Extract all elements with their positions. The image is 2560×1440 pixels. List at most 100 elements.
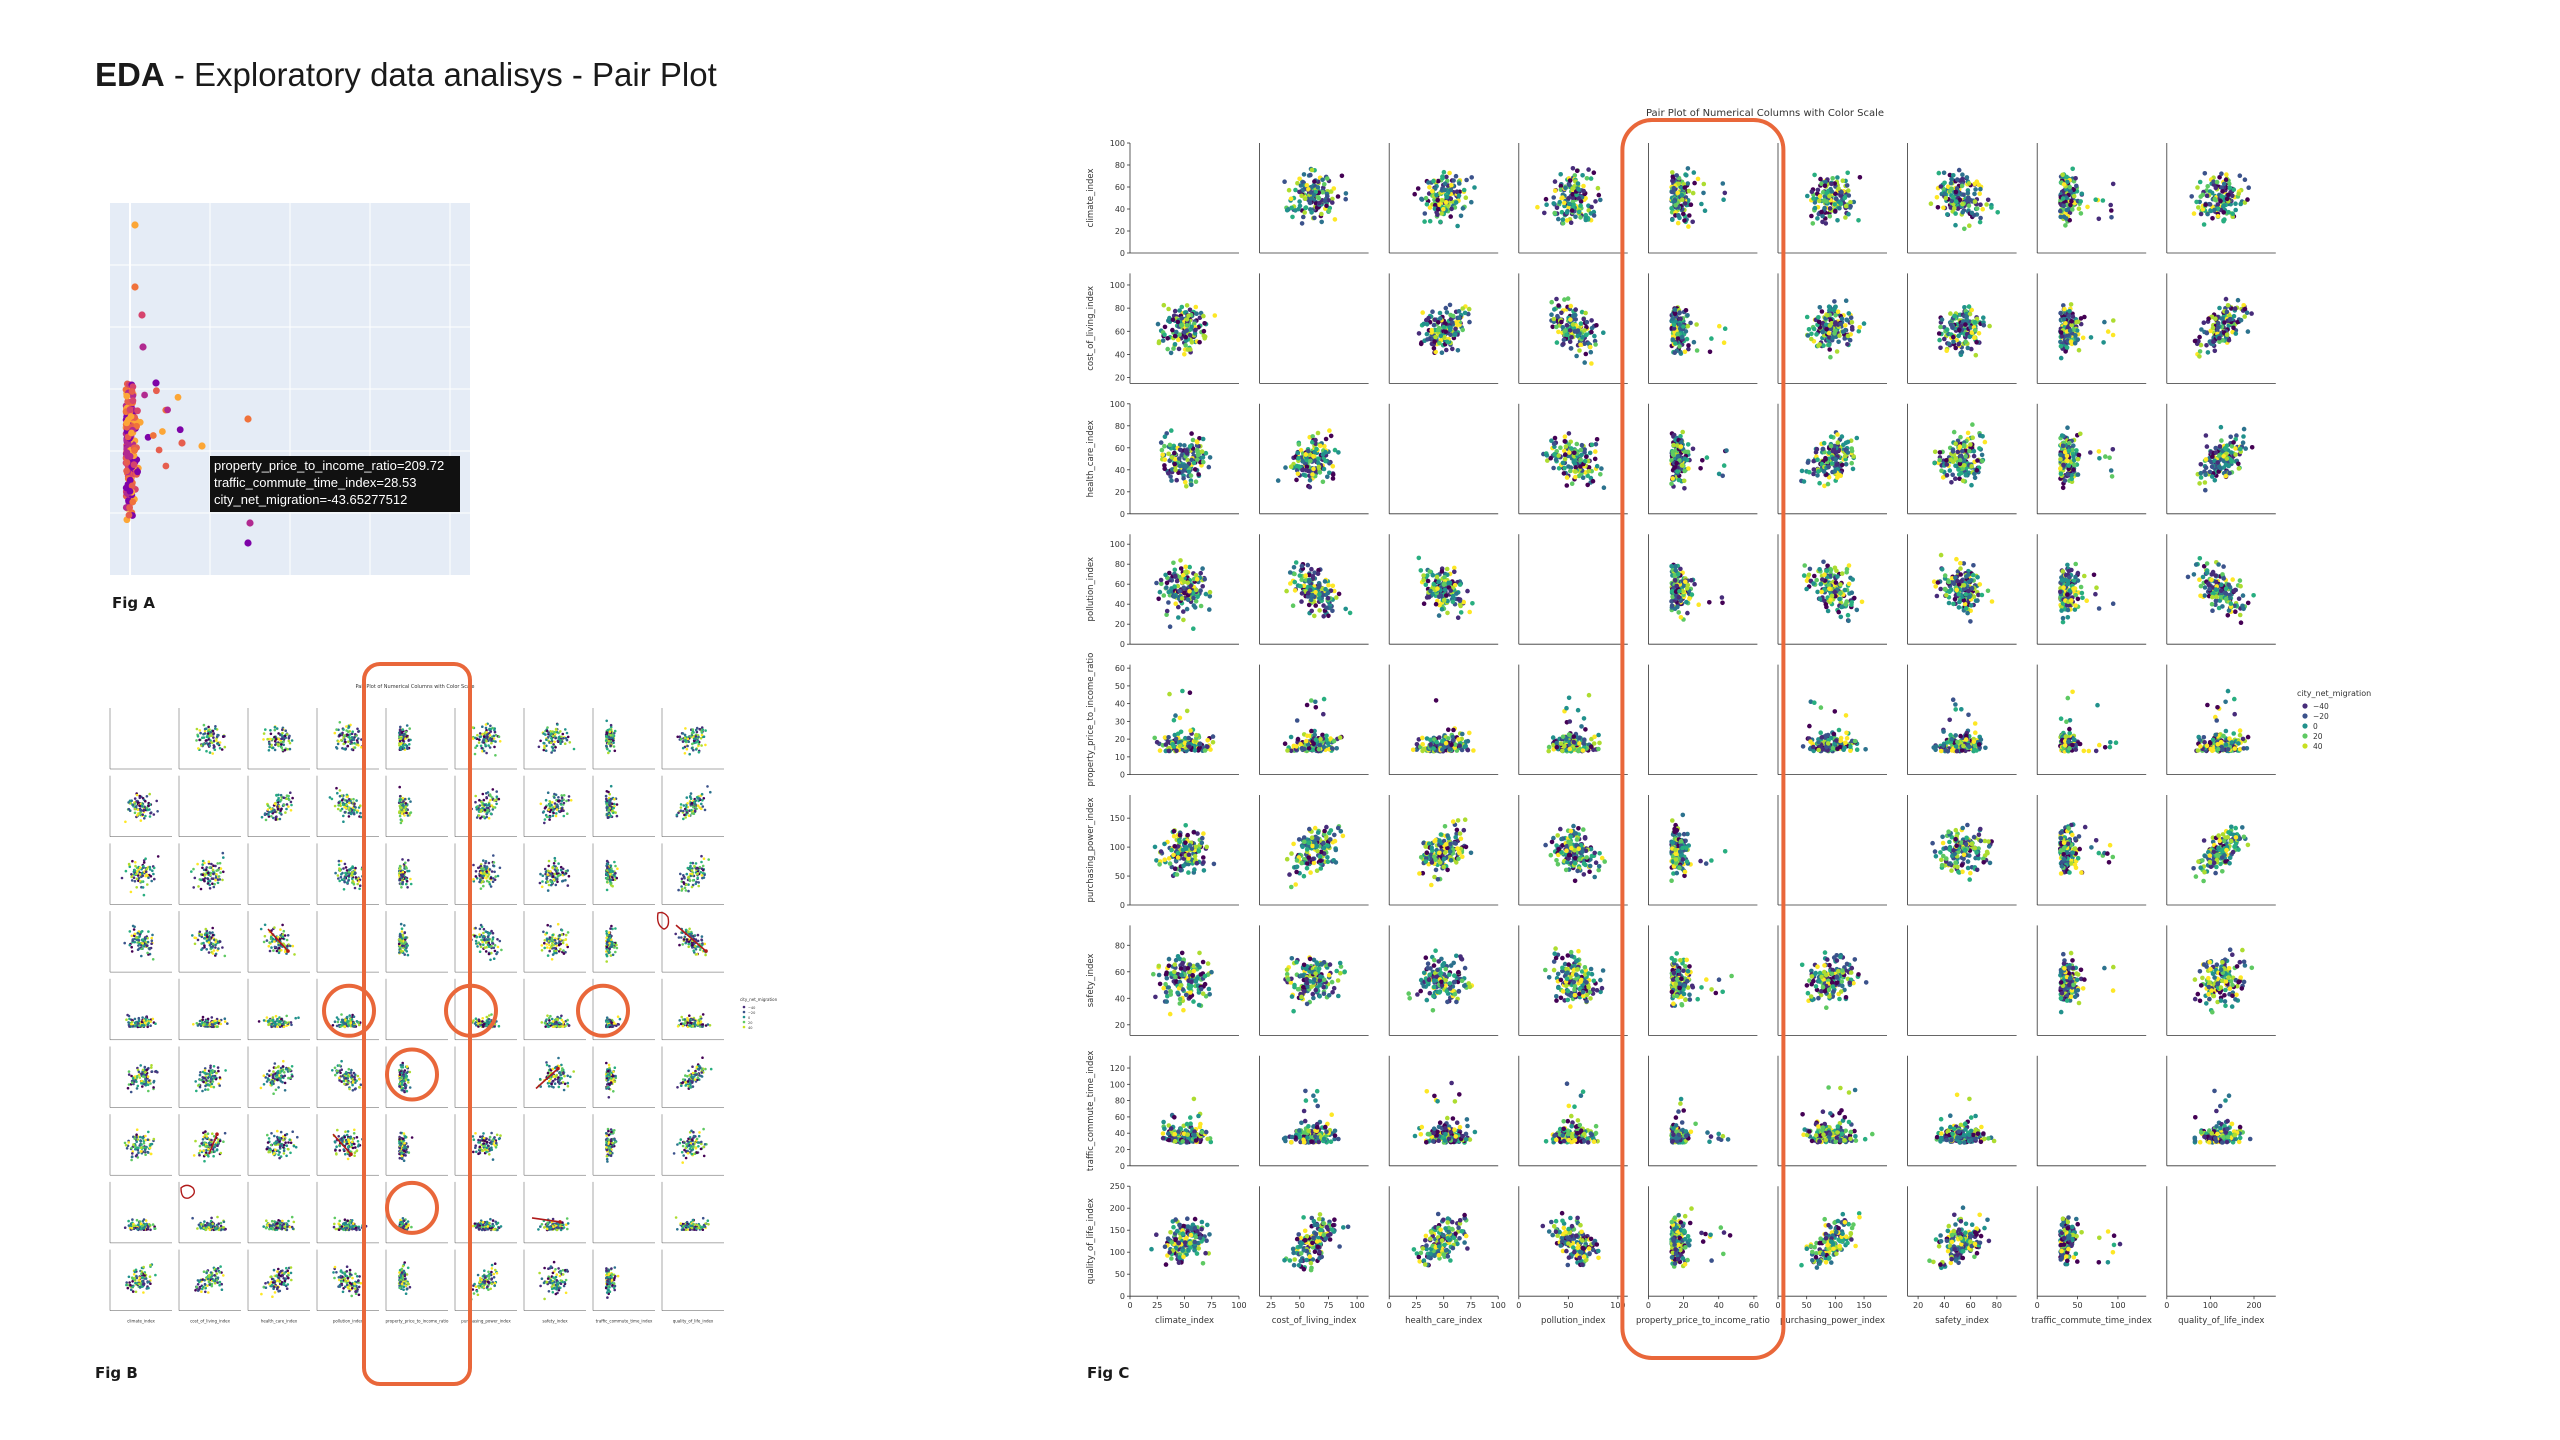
mini-point: [552, 1074, 556, 1078]
mini-point: [690, 808, 693, 812]
mini-point: [350, 809, 354, 812]
mini-point: [130, 1158, 133, 1162]
mini-point: [217, 947, 220, 950]
mini-point: [550, 945, 553, 949]
mini-point: [347, 1067, 351, 1071]
mini-point: [354, 866, 357, 870]
mini-point: [287, 805, 290, 808]
mini-point: [343, 740, 347, 744]
mini-point: [270, 946, 273, 949]
mini-point: [147, 930, 150, 933]
mini-point: [352, 1021, 356, 1025]
mini-point: [342, 742, 345, 746]
mini-point: [273, 1134, 276, 1138]
mini-point: [345, 793, 349, 797]
mini-point: [347, 1024, 351, 1027]
mini-point: [538, 881, 542, 885]
mini-point: [607, 1063, 611, 1067]
mini-cell: [523, 911, 586, 973]
mini-point: [211, 933, 215, 937]
mini-point: [275, 727, 279, 730]
mini-point: [492, 864, 495, 867]
mini-point: [694, 862, 698, 865]
mini-point: [481, 725, 484, 728]
mini-point: [405, 744, 409, 748]
mini-cell: [523, 843, 586, 905]
mini-point: [226, 1022, 229, 1025]
mini-point: [398, 878, 402, 882]
mini-point: [336, 1020, 340, 1024]
mini-cell: [178, 911, 241, 973]
mini-point: [217, 1069, 220, 1073]
fig-a-point: [126, 504, 133, 511]
mini-point: [560, 799, 563, 803]
mini-point: [694, 735, 698, 738]
mini-point: [491, 941, 494, 945]
mini-point: [142, 861, 146, 864]
mini-point: [554, 1025, 557, 1028]
mini-point: [190, 870, 193, 873]
mini-point: [539, 802, 543, 806]
mini-point: [358, 887, 361, 891]
mini-point: [482, 749, 486, 753]
mini-point: [695, 880, 698, 884]
mini-point: [272, 816, 275, 820]
mini-point: [133, 932, 137, 936]
mini-point: [212, 1025, 215, 1029]
mini-point: [127, 1070, 131, 1073]
mini-point: [196, 938, 200, 942]
mini-point: [144, 799, 147, 803]
mini-point: [127, 1014, 131, 1018]
mini-point: [136, 1138, 140, 1141]
mini-point: [337, 801, 340, 804]
mini-point: [204, 868, 208, 871]
mini-point: [144, 1078, 148, 1082]
mini-point: [555, 866, 559, 870]
mini-point: [546, 1014, 549, 1017]
mini-point: [690, 801, 694, 805]
mini-point: [340, 1020, 343, 1024]
mini-cell: [178, 708, 241, 770]
mini-point: [481, 1017, 485, 1020]
mini-point: [148, 865, 152, 869]
mini-point: [268, 745, 271, 749]
mini-point: [552, 1025, 555, 1028]
mini-point: [547, 1025, 550, 1028]
mini-point: [352, 738, 356, 741]
mini-point: [202, 941, 205, 945]
mini-point: [201, 1138, 205, 1141]
mini-point: [687, 814, 691, 817]
mini-point: [276, 1078, 279, 1081]
mini-point: [487, 873, 491, 876]
page-title: EDA - Exploratory data analisys - Pair P…: [95, 56, 717, 94]
mini-point: [680, 885, 683, 888]
mini-point: [290, 1065, 294, 1068]
mini-point: [552, 943, 555, 947]
mini-point: [615, 876, 618, 880]
mini-point: [701, 1023, 705, 1026]
mini-point: [223, 1017, 227, 1020]
hover-tooltip-line: city_net_migration=-43.65277512: [214, 492, 407, 507]
mini-point: [353, 746, 357, 749]
mini-point: [156, 810, 159, 813]
mini-point: [605, 953, 608, 956]
mini-point: [561, 1081, 565, 1084]
mini-point: [562, 1088, 566, 1092]
mini-point: [141, 942, 144, 945]
mini-point: [605, 799, 609, 803]
mini-point: [344, 1019, 347, 1022]
mini-point: [695, 872, 699, 876]
mini-point: [569, 799, 573, 802]
mini-point: [142, 864, 145, 868]
mini-point: [485, 815, 489, 819]
mini-point: [566, 1081, 570, 1085]
pairplot-title-mini: Pair Plot of Numerical Columns with Colo…: [355, 684, 474, 690]
mini-point: [150, 1066, 153, 1069]
mini-point: [260, 815, 264, 819]
mini-point: [405, 882, 408, 886]
mini-point: [212, 864, 215, 867]
mini-point: [133, 868, 136, 872]
mini-point: [706, 1023, 710, 1026]
mini-point: [221, 946, 224, 949]
mini-point: [605, 960, 608, 963]
